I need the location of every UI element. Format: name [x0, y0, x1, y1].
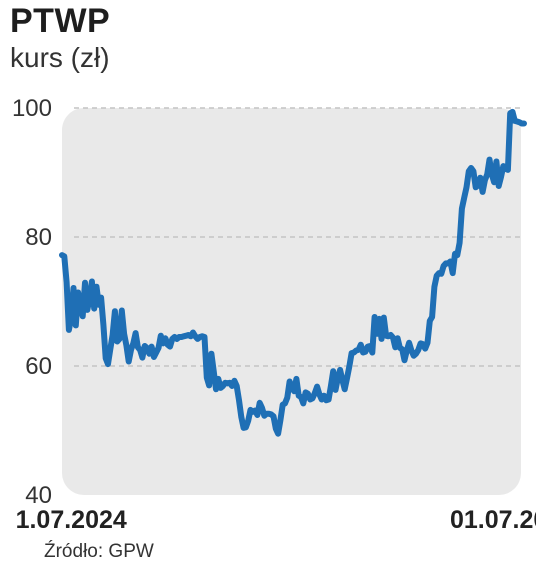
x-tick-label: 1.07.2024 [16, 506, 127, 534]
grid-lines [74, 107, 520, 367]
chart-subtitle: kurs (zł) [10, 42, 110, 73]
y-axis-ticks: 40 60 80 100 [12, 95, 52, 509]
x-axis-ticks: 1.07.2024 01.07.2025 [16, 506, 536, 534]
x-tick-label: 01.07.2025 [450, 506, 536, 534]
y-tick-label: 100 [12, 95, 52, 122]
price-line [59, 108, 527, 437]
source-note: Źródło: GPW [44, 541, 154, 562]
chart-title: PTWP [10, 2, 111, 40]
y-tick-label: 40 [25, 482, 52, 509]
y-tick-label: 80 [25, 224, 52, 251]
y-tick-label: 60 [25, 353, 52, 380]
plot-area [62, 108, 521, 495]
